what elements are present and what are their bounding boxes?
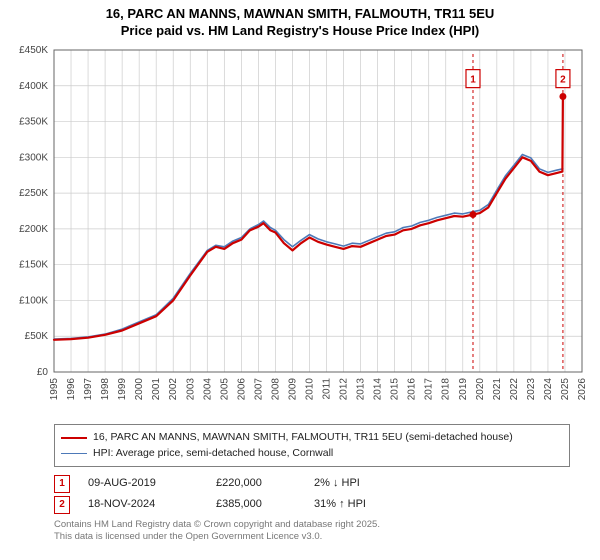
svg-text:2008: 2008 xyxy=(270,377,281,400)
event-date: 18-NOV-2024 xyxy=(88,494,198,515)
chart-area: £0 £50K £100K £150K £200K £250K £300K £350K £400… xyxy=(0,40,600,420)
svg-text:2009: 2009 xyxy=(287,377,298,400)
credits-line-2: This data is licensed under the Open Gov… xyxy=(54,531,570,543)
svg-text:1999: 1999 xyxy=(117,377,128,400)
legend-label: HPI: Average price, semi-detached house,… xyxy=(93,446,333,462)
svg-text:£200K: £200K xyxy=(19,224,48,235)
event-row: 2 18-NOV-2024 £385,000 31% ↑ HPI xyxy=(54,494,570,515)
event-marker: 1 xyxy=(54,475,70,493)
svg-text:2017: 2017 xyxy=(424,377,435,400)
svg-text:2025: 2025 xyxy=(560,377,571,400)
svg-text:£450K: £450K xyxy=(19,45,48,56)
legend-item: 16, PARC AN MANNS, MAWNAN SMITH, FALMOUT… xyxy=(61,430,563,446)
legend-swatch xyxy=(61,453,87,454)
svg-text:2019: 2019 xyxy=(458,377,469,400)
svg-text:2007: 2007 xyxy=(253,377,264,400)
event-row: 1 09-AUG-2019 £220,000 2% ↓ HPI xyxy=(54,473,570,494)
svg-text:£400K: £400K xyxy=(19,81,48,92)
svg-text:£300K: £300K xyxy=(19,152,48,163)
title-line-2: Price paid vs. HM Land Registry's House … xyxy=(0,23,600,40)
svg-text:2013: 2013 xyxy=(356,377,367,400)
svg-text:1995: 1995 xyxy=(49,377,60,400)
line-chart-svg: £0 £50K £100K £150K £200K £250K £300K £350K £400… xyxy=(0,40,600,420)
svg-text:1997: 1997 xyxy=(83,377,94,400)
svg-text:£50K: £50K xyxy=(25,331,49,342)
svg-text:2026: 2026 xyxy=(577,377,588,400)
svg-text:2015: 2015 xyxy=(390,377,401,400)
legend-label: 16, PARC AN MANNS, MAWNAN SMITH, FALMOUT… xyxy=(93,430,513,446)
event-date: 09-AUG-2019 xyxy=(88,473,198,494)
svg-text:2001: 2001 xyxy=(151,377,162,400)
svg-text:£150K: £150K xyxy=(19,259,48,270)
legend-item: HPI: Average price, semi-detached house,… xyxy=(61,446,563,462)
legend-swatch xyxy=(61,437,87,439)
event-diff: 31% ↑ HPI xyxy=(314,494,366,515)
svg-text:2021: 2021 xyxy=(492,377,503,400)
event-price: £220,000 xyxy=(216,473,296,494)
svg-text:1996: 1996 xyxy=(66,377,77,400)
credits-line-1: Contains HM Land Registry data © Crown c… xyxy=(54,519,570,531)
svg-text:2011: 2011 xyxy=(322,377,333,399)
svg-text:£250K: £250K xyxy=(19,188,48,199)
event-price: £385,000 xyxy=(216,494,296,515)
svg-text:2014: 2014 xyxy=(373,377,384,400)
svg-text:1: 1 xyxy=(470,74,476,85)
event-table: 1 09-AUG-2019 £220,000 2% ↓ HPI 2 18-NOV-2024… xyxy=(54,473,570,515)
svg-text:2022: 2022 xyxy=(509,377,520,400)
svg-text:2: 2 xyxy=(560,74,566,85)
event-marker: 2 xyxy=(54,496,70,514)
svg-text:1998: 1998 xyxy=(100,377,111,400)
svg-text:2005: 2005 xyxy=(219,377,230,400)
svg-text:2006: 2006 xyxy=(236,377,247,400)
svg-text:2016: 2016 xyxy=(407,377,418,400)
svg-text:2010: 2010 xyxy=(304,377,315,400)
svg-text:2024: 2024 xyxy=(543,377,554,400)
svg-text:2000: 2000 xyxy=(134,377,145,400)
title-line-1: 16, PARC AN MANNS, MAWNAN SMITH, FALMOUT… xyxy=(0,6,600,23)
svg-text:2004: 2004 xyxy=(202,377,213,400)
event-diff: 2% ↓ HPI xyxy=(314,473,360,494)
svg-text:£350K: £350K xyxy=(19,116,48,127)
svg-text:2020: 2020 xyxy=(475,377,486,400)
svg-text:2003: 2003 xyxy=(185,377,196,400)
credits: Contains HM Land Registry data © Crown c… xyxy=(54,519,570,544)
svg-text:£100K: £100K xyxy=(19,295,48,306)
svg-text:2002: 2002 xyxy=(168,377,179,400)
chart-title: 16, PARC AN MANNS, MAWNAN SMITH, FALMOUT… xyxy=(0,0,600,40)
svg-text:£0: £0 xyxy=(37,367,49,378)
svg-text:2018: 2018 xyxy=(441,377,452,400)
svg-text:2023: 2023 xyxy=(526,377,537,400)
legend: 16, PARC AN MANNS, MAWNAN SMITH, FALMOUT… xyxy=(54,424,570,468)
svg-text:2012: 2012 xyxy=(339,377,350,400)
